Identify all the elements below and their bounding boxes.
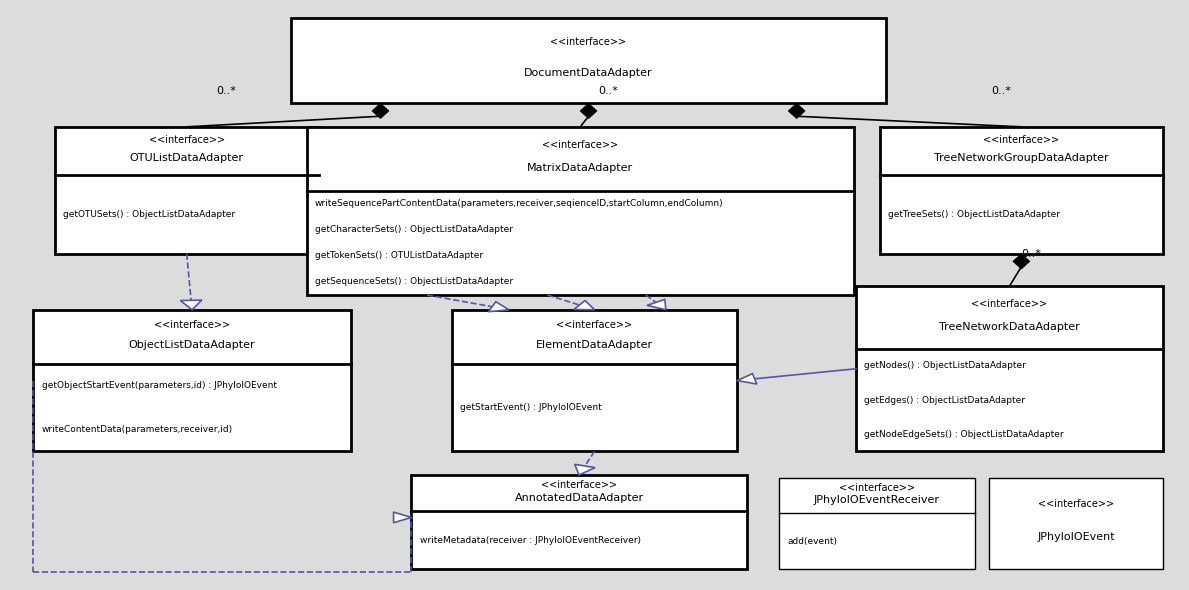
Bar xyxy=(291,18,886,103)
Text: writeContentData(parameters,receiver,id): writeContentData(parameters,receiver,id) xyxy=(42,425,233,434)
Bar xyxy=(33,310,351,451)
Bar xyxy=(411,475,747,569)
Text: <<interface>>: <<interface>> xyxy=(149,135,225,145)
Polygon shape xyxy=(372,103,389,119)
Text: getOTUSets() : ObjectListDataAdapter: getOTUSets() : ObjectListDataAdapter xyxy=(63,210,235,219)
Text: getObjectStartEvent(parameters,id) : JPhyloIOEvent: getObjectStartEvent(parameters,id) : JPh… xyxy=(42,381,277,390)
Text: writeSequencePartContentData(parameters,receiver,seqienceID,startColumn,endColum: writeSequencePartContentData(parameters,… xyxy=(315,199,724,208)
Text: getTokenSets() : OTUListDataAdapter: getTokenSets() : OTUListDataAdapter xyxy=(315,251,483,260)
Text: JPhyloIOEvent: JPhyloIOEvent xyxy=(1037,532,1115,542)
Polygon shape xyxy=(574,300,594,310)
Text: getTreeSets() : ObjectListDataAdapter: getTreeSets() : ObjectListDataAdapter xyxy=(888,210,1061,219)
Text: TreeNetworkGroupDataAdapter: TreeNetworkGroupDataAdapter xyxy=(935,153,1108,163)
Text: MatrixDataAdapter: MatrixDataAdapter xyxy=(527,163,634,173)
Text: getStartEvent() : JPhyloIOEvent: getStartEvent() : JPhyloIOEvent xyxy=(460,403,602,412)
Text: 0..*: 0..* xyxy=(216,87,237,96)
Bar xyxy=(452,310,737,451)
Text: <<interface>>: <<interface>> xyxy=(153,320,231,330)
Polygon shape xyxy=(1013,254,1030,269)
Text: <<interface>>: <<interface>> xyxy=(542,140,618,150)
Text: <<interface>>: <<interface>> xyxy=(551,37,627,47)
Polygon shape xyxy=(788,103,805,119)
Polygon shape xyxy=(394,512,411,523)
Polygon shape xyxy=(647,300,666,310)
Text: ObjectListDataAdapter: ObjectListDataAdapter xyxy=(128,340,256,350)
Bar xyxy=(880,127,1163,254)
Text: 0..*: 0..* xyxy=(992,87,1012,96)
Text: AnnotatedDataAdapter: AnnotatedDataAdapter xyxy=(515,493,643,503)
Text: 0..*: 0..* xyxy=(1021,249,1042,258)
Polygon shape xyxy=(181,300,202,310)
Polygon shape xyxy=(489,301,509,312)
Text: add(event): add(event) xyxy=(787,536,837,546)
Text: TreeNetworkDataAdapter: TreeNetworkDataAdapter xyxy=(939,322,1080,332)
Text: OTUListDataAdapter: OTUListDataAdapter xyxy=(130,153,244,163)
Text: getEdges() : ObjectListDataAdapter: getEdges() : ObjectListDataAdapter xyxy=(864,396,1025,405)
Text: <<interface>>: <<interface>> xyxy=(983,135,1059,145)
Text: <<interface>>: <<interface>> xyxy=(541,480,617,490)
Text: <<interface>>: <<interface>> xyxy=(556,320,633,330)
Text: 0..*: 0..* xyxy=(598,87,618,96)
Text: getSequenceSets() : ObjectListDataAdapter: getSequenceSets() : ObjectListDataAdapte… xyxy=(315,277,514,287)
Text: getNodes() : ObjectListDataAdapter: getNodes() : ObjectListDataAdapter xyxy=(864,362,1026,371)
Polygon shape xyxy=(580,103,597,119)
Text: getCharacterSets() : ObjectListDataAdapter: getCharacterSets() : ObjectListDataAdapt… xyxy=(315,225,514,234)
Polygon shape xyxy=(574,464,596,475)
Bar xyxy=(856,286,1163,451)
Bar xyxy=(307,127,854,295)
Bar xyxy=(779,478,975,569)
Bar xyxy=(989,478,1163,569)
Text: <<interface>>: <<interface>> xyxy=(971,299,1048,309)
Text: <<interface>>: <<interface>> xyxy=(838,483,916,493)
Polygon shape xyxy=(737,373,756,384)
Bar xyxy=(55,127,319,254)
Text: ElementDataAdapter: ElementDataAdapter xyxy=(536,340,653,350)
Text: DocumentDataAdapter: DocumentDataAdapter xyxy=(524,68,653,78)
Text: <<interface>>: <<interface>> xyxy=(1038,499,1114,509)
Text: JPhyloIOEventReceiver: JPhyloIOEventReceiver xyxy=(814,496,939,506)
Text: getNodeEdgeSets() : ObjectListDataAdapter: getNodeEdgeSets() : ObjectListDataAdapte… xyxy=(864,430,1064,439)
Text: writeMetadata(receiver : JPhyloIOEventReceiver): writeMetadata(receiver : JPhyloIOEventRe… xyxy=(420,536,641,545)
